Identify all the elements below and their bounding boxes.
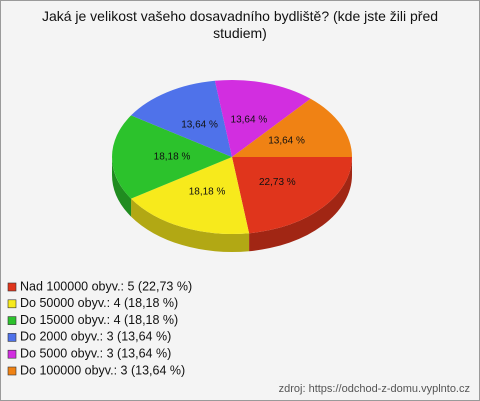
legend-label: Do 2000 obyv.: 3 (13,64 %) [20, 330, 171, 344]
slice [232, 98, 352, 157]
title-box: Jaká je velikost vašeho dosavadního bydl… [41, 8, 439, 41]
legend-label: Nad 100000 obyv.: 5 (22,73 %) [20, 279, 192, 293]
value-label: 18,18 % [189, 187, 226, 198]
legend-label: Do 5000 obyv.: 3 (13,64 %) [20, 346, 171, 360]
legend-swatch [7, 282, 17, 292]
slice [112, 115, 232, 199]
slice [131, 157, 250, 234]
value-label: 18,18 % [154, 152, 191, 163]
legend-label: Do 15000 obyv.: 4 (18,18 %) [20, 313, 178, 327]
value-label: 22,73 % [259, 177, 296, 188]
legend-swatch [7, 349, 17, 359]
legend-swatch [7, 299, 17, 309]
legend-swatch [7, 366, 17, 376]
source: zdroj: https://odchod-z-domu.vyplnto.cz [279, 383, 470, 395]
value-label: 13,64 % [231, 115, 268, 126]
slice [131, 80, 232, 157]
legend-swatch [7, 333, 17, 342]
slice-side [249, 157, 352, 252]
legend-swatch [7, 316, 17, 325]
value-label: 13,64 % [181, 119, 218, 130]
chart-title: Jaká je velikost vašeho dosavadního bydl… [41, 8, 439, 41]
legend-label: Do 50000 obyv.: 4 (18,18 %) [20, 296, 178, 310]
slice-side [131, 198, 250, 252]
legend-label: Do 100000 obyv.: 3 (13,64 %) [20, 363, 185, 377]
slice [232, 157, 352, 234]
value-label: 13,64 % [268, 136, 305, 147]
slice [214, 80, 311, 157]
slice-side [112, 157, 132, 217]
